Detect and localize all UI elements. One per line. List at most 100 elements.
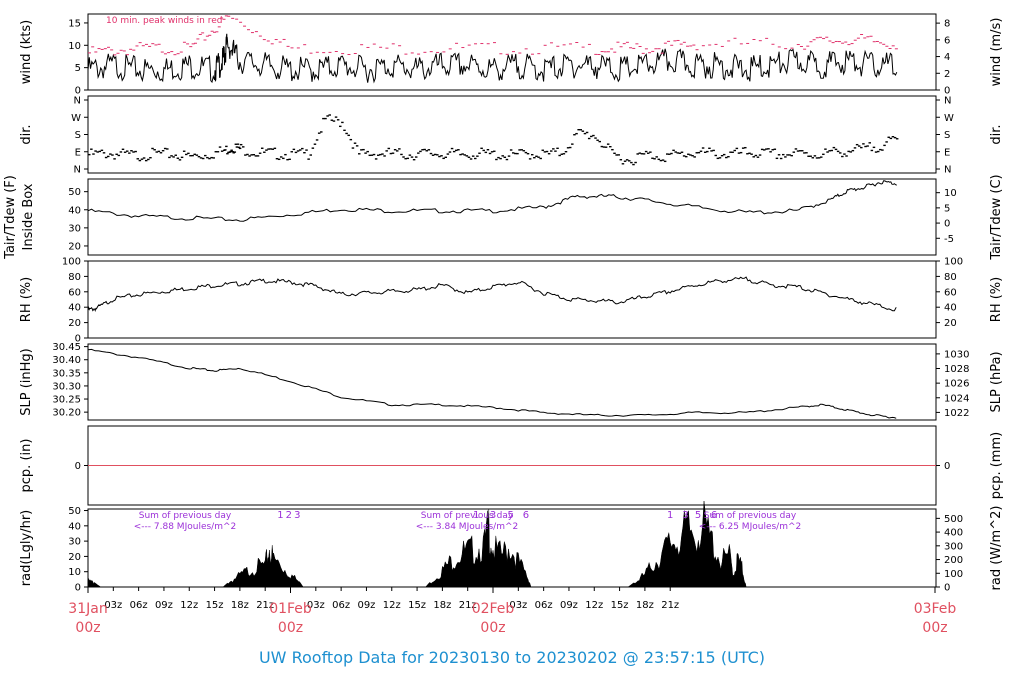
- rh-tick-label-right: 40: [944, 303, 957, 314]
- slp-frame: [87, 343, 937, 421]
- slp-tick-label-right: 1026: [944, 379, 969, 390]
- dir-frame: [87, 95, 937, 174]
- temperature-tick-label-left: 40: [68, 205, 81, 216]
- wind-tick-label-right: 6: [944, 35, 950, 46]
- x-tick-label: 21z: [661, 600, 679, 611]
- dir-tick-label-right: N: [944, 165, 951, 176]
- temperature-frame: [87, 178, 937, 256]
- daily-sum-line1: Sum of previous day: [704, 511, 797, 521]
- wind-frame: [87, 13, 937, 91]
- precip-ylabel-right: pcp. (mm): [989, 432, 1004, 499]
- hour-marker: 2: [286, 510, 292, 521]
- x-tick-label: 15z: [611, 600, 629, 611]
- dir-tick-label-left: S: [75, 130, 81, 141]
- hour-marker: 5: [508, 510, 514, 521]
- rh-tick-label-left: 60: [68, 287, 81, 298]
- wind-tick-label-left: 15: [68, 18, 81, 29]
- wind-tick-label-right: 0: [944, 86, 950, 97]
- slp-tick-label-left: 30.40: [52, 355, 81, 366]
- wind-ylabel-right: wind (m/s): [989, 18, 1004, 87]
- x-tick-label: 15z: [206, 600, 224, 611]
- x-tick-label: 15z: [408, 600, 426, 611]
- radiation-tick-label-left: 50: [68, 506, 81, 517]
- temperature-ylabel-right: Tair/Tdew (C): [989, 174, 1004, 260]
- dir-tick-label-right: W: [944, 113, 954, 124]
- rh-ylabel-left: RH (%): [19, 277, 34, 322]
- temperature-tick-label-left: 30: [68, 223, 81, 234]
- date-tick-sub: 00z: [278, 620, 303, 636]
- slp-ylabel-left: SLP (inHg): [19, 348, 34, 416]
- dir-ylabel-left: dir.: [19, 124, 34, 144]
- slp-tick-label-right: 1028: [944, 364, 969, 375]
- hour-marker: 1: [667, 510, 673, 521]
- wind-tick-label-left: 5: [75, 63, 81, 74]
- daily-sum-line1: Sum of previous day: [139, 511, 232, 521]
- rh-tick-label-left: 80: [68, 272, 81, 283]
- hour-marker: 6: [711, 510, 717, 521]
- rh-tick-label-left: 100: [62, 257, 81, 268]
- rh-tick-label-right: 60: [944, 287, 957, 298]
- wind-annotation: 10 min. peak winds in red: [106, 16, 223, 26]
- rh-tick-label-right: 20: [944, 318, 957, 329]
- radiation-tick-label-right: 300: [944, 541, 963, 552]
- x-tick-label: 21z: [256, 600, 274, 611]
- slp-tick-label-left: 30.20: [52, 408, 81, 419]
- slp-tick-label-left: 30.25: [52, 395, 81, 406]
- x-tick-label: 03z: [307, 600, 325, 611]
- dir-tick-label-right: E: [944, 147, 950, 158]
- date-tick-sub: 00z: [922, 620, 947, 636]
- rh-tick-label-left: 40: [68, 303, 81, 314]
- hour-marker: 3: [294, 510, 300, 521]
- rh-line: [87, 276, 897, 312]
- slp-tick-label-right: 1030: [944, 349, 969, 360]
- radiation-tick-label-left: 40: [68, 521, 81, 532]
- x-tick-label: 12z: [180, 600, 198, 611]
- temperature-tick-label-right: 5: [944, 203, 950, 214]
- daily-sum-line1: Sum of previous day: [421, 511, 514, 521]
- slp-tick-label-left: 30.30: [52, 381, 81, 392]
- temperature-line: [87, 180, 897, 222]
- rh-tick-label-left: 0: [75, 334, 81, 345]
- dir-ylabel-right: dir.: [989, 124, 1004, 144]
- temperature-tick-label-right: 0: [944, 219, 950, 230]
- x-tick-label: 18z: [433, 600, 451, 611]
- slp-ylabel-right: SLP (hPa): [989, 351, 1004, 412]
- date-tick-label: 02Feb: [472, 601, 515, 617]
- daily-sum-line2: <--- 6.25 MJoules/m^2: [699, 522, 801, 532]
- radiation-tick-label-right: 0: [944, 583, 950, 594]
- hour-marker: 6: [523, 510, 529, 521]
- hour-marker: 3: [490, 510, 496, 521]
- radiation-tick-label-right: 400: [944, 528, 963, 539]
- temperature-tick-label-left: 50: [68, 187, 81, 198]
- slp-tick-label-left: 30.35: [52, 368, 81, 379]
- radiation-ylabel-right: rad (W/m^2): [989, 506, 1004, 591]
- temperature-tick-label-right: -5: [944, 234, 954, 245]
- footer-title: UW Rooftop Data for 20230130 to 20230202…: [258, 648, 766, 667]
- precip-tick-label-left: 0: [75, 461, 81, 472]
- hour-marker: 1: [473, 510, 479, 521]
- temperature-tick-label-right: 10: [944, 188, 957, 199]
- temperature-ylabel-left: Tair/Tdew (F): [3, 175, 18, 260]
- date-tick-label: 31Jan: [68, 601, 107, 617]
- radiation-tick-label-left: 30: [68, 537, 81, 548]
- temperature-tick-label-left: 20: [68, 241, 81, 252]
- hour-marker: 1: [277, 510, 283, 521]
- dir-tick-label-left: W: [71, 113, 81, 124]
- x-tick-label: 12z: [585, 600, 603, 611]
- date-tick-label: 01Feb: [269, 601, 312, 617]
- slp-tick-label-left: 30.45: [52, 342, 81, 353]
- radiation-tick-label-left: 10: [68, 567, 81, 578]
- date-tick-sub: 00z: [480, 620, 505, 636]
- wind-tick-label-left: 10: [68, 41, 81, 52]
- daily-sum-line2: <--- 3.84 MJoules/m^2: [416, 522, 518, 532]
- radiation-tick-label-right: 200: [944, 555, 963, 566]
- wind-tick-label-left: 0: [75, 86, 81, 97]
- slp-tick-label-right: 1022: [944, 408, 969, 419]
- x-tick-label: 09z: [560, 600, 578, 611]
- wind-speed-line: [87, 33, 898, 84]
- wind-tick-label-right: 4: [944, 52, 950, 63]
- x-tick-label: 09z: [155, 600, 173, 611]
- wind-tick-label-right: 8: [944, 19, 950, 30]
